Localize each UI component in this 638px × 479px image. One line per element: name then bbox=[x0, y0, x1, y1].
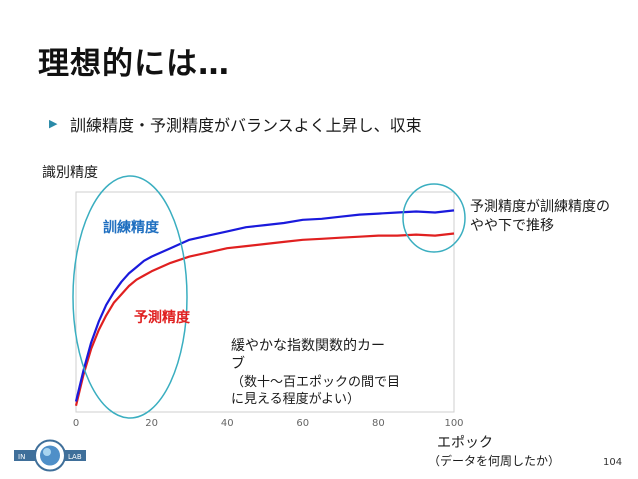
highlight-circle-early bbox=[72, 175, 188, 419]
page-number: 104 bbox=[603, 457, 623, 468]
plot-frame bbox=[75, 191, 455, 413]
lab-logo-icon: IN LAB bbox=[14, 439, 86, 472]
x-tick-label: 20 bbox=[145, 418, 158, 429]
y-axis-label: 識別精度 bbox=[42, 165, 98, 181]
legend-label-training: 訓練精度 bbox=[103, 219, 160, 236]
x-tick-label: 40 bbox=[221, 418, 234, 429]
legend-label-validation: 予測精度 bbox=[134, 309, 191, 326]
highlight-circle-converged bbox=[402, 183, 466, 253]
series-line-training bbox=[74, 209, 455, 402]
x-axis-sublabel: （データを何周したか） bbox=[428, 454, 561, 468]
x-tick-label: 60 bbox=[296, 418, 309, 429]
logo-text-right: LAB bbox=[68, 453, 82, 461]
bullet-marker-icon: ▶ bbox=[49, 117, 58, 130]
annotation-validation-below-training: 予測精度が訓練精度のやや下で推移 bbox=[470, 199, 610, 234]
x-tick-label: 100 bbox=[444, 418, 463, 429]
x-axis-label: エポック bbox=[437, 435, 493, 451]
x-tick-label: 80 bbox=[372, 418, 385, 429]
bullet-text: 訓練精度・予測精度がバランスよく上昇し、収束 bbox=[70, 116, 422, 135]
logo-text-left: IN bbox=[18, 453, 25, 461]
annotation-epoch-note: （数十～百エポックの間で目に見える程度がよい） bbox=[231, 375, 401, 407]
series-line-validation bbox=[74, 232, 455, 406]
x-tick-label: 0 bbox=[73, 418, 79, 429]
annotation-curve-shape: 緩やかな指数関数的カーブ bbox=[231, 338, 385, 372]
slide-title: 理想的には… bbox=[38, 46, 230, 82]
